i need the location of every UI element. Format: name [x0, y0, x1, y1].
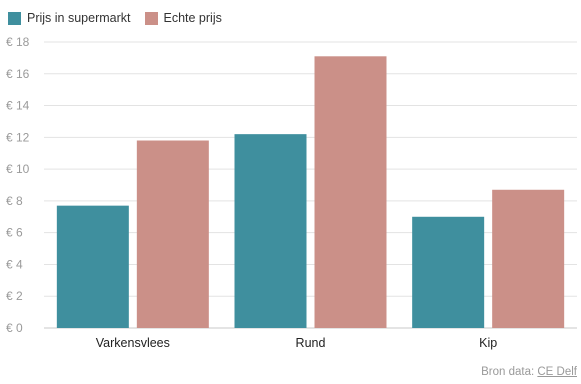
category-label-kip: Kip [479, 336, 497, 350]
source-prefix: Bron data: [481, 366, 535, 378]
y-tick-label-8: € 8 [6, 194, 23, 208]
y-tick-label-10: € 10 [6, 162, 30, 176]
bar-kip-series-1 [492, 189, 565, 328]
bar-varkensvlees-series-0 [56, 205, 129, 328]
chart-legend: Prijs in supermarkt Echte prijs [8, 8, 236, 28]
bar-rund-series-1 [314, 56, 387, 329]
y-tick-label-14: € 14 [6, 99, 30, 113]
bar-kip-series-0 [412, 216, 485, 328]
y-tick-label-12: € 12 [6, 130, 30, 144]
legend-swatch-supermarket-price [8, 11, 21, 25]
y-tick-label-18: € 18 [6, 35, 30, 49]
y-tick-label-6: € 6 [6, 226, 23, 240]
legend-item-supermarket-price: Prijs in supermarkt [8, 11, 131, 25]
y-tick-label-4: € 4 [6, 257, 23, 271]
legend-item-real-price: Echte prijs [144, 11, 222, 25]
legend-label-supermarket-price: Prijs in supermarkt [27, 11, 131, 25]
category-label-rund: Rund [296, 336, 326, 350]
bar-varkensvlees-series-1 [136, 140, 209, 328]
y-tick-label-16: € 16 [6, 67, 30, 81]
bar-rund-series-0 [234, 134, 307, 328]
source-note: Bron data: CE Delf [481, 366, 577, 378]
legend-swatch-real-price [144, 11, 158, 25]
legend-label-real-price: Echte prijs [163, 11, 222, 25]
y-tick-label-2: € 2 [6, 289, 23, 303]
y-tick-label-0: € 0 [6, 321, 23, 335]
source-link[interactable]: CE Delf [537, 366, 577, 378]
category-label-varkensvlees: Varkensvlees [96, 336, 170, 350]
